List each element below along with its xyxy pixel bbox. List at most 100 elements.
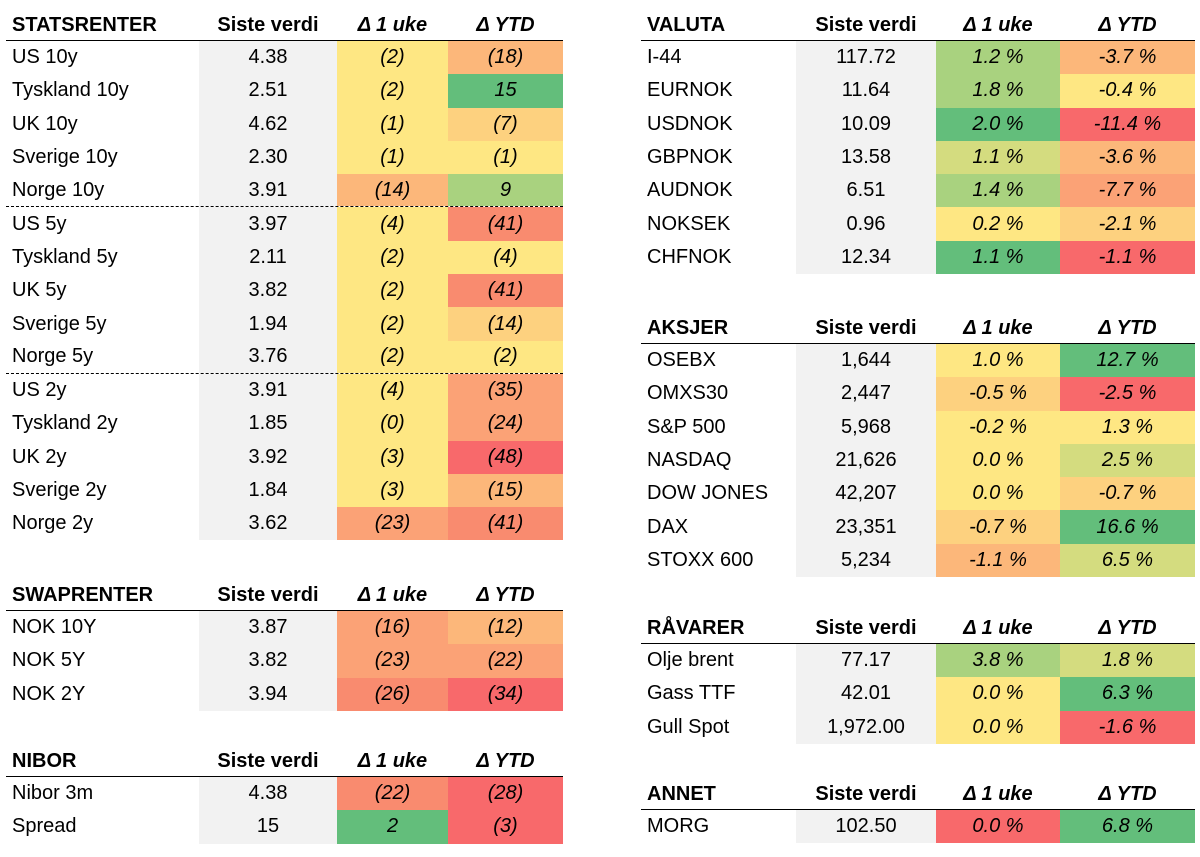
table-header: STATSRENTER Siste verdi Δ 1 uke Δ YTD [6,10,563,41]
row-value: 3.92 [199,440,337,474]
table-row: NOK 2Y 3.94 (26) (34) [6,677,563,711]
table-row: NOK 10Y 3.87 (16) (12) [6,611,563,645]
table-row: US 10y 4.38 (2) (18) [6,41,563,75]
col-header-ytd: Δ YTD [476,583,535,606]
row-value: 5,234 [796,543,936,578]
row-change-week: (26) [337,677,448,711]
table-header: ANNET Siste verdi Δ 1 uke Δ YTD [641,779,1195,810]
row-label: MORG [647,815,710,838]
row-value: 1.94 [199,307,337,341]
row-change-week: (2) [337,41,448,75]
col-header-value: Siste verdi [217,583,319,606]
row-change-ytd: (41) [448,274,563,308]
table-row: Norge 2y 3.62 (23) (41) [6,507,563,541]
row-change-week: 0.0 % [936,710,1060,744]
table-row: Nibor 3m 4.38 (22) (28) [6,777,563,811]
table-row: AUDNOK 6.51 1.4 % -7.7 % [641,174,1195,208]
table-row: UK 2y 3.92 (3) (48) [6,440,563,474]
row-change-week: (4) [337,207,448,241]
row-change-week: (23) [337,644,448,678]
row-label: OSEBX [647,349,716,372]
row-label: US 2y [12,379,67,402]
col-header-ytd: Δ YTD [1098,13,1157,36]
table-title: RÅVARER [647,616,745,639]
row-label: Sverige 10y [12,146,118,169]
row-change-week: (2) [337,340,448,373]
table-swaprenter: SWAPRENTER Siste verdi Δ 1 uke Δ YTD NOK 10Y… [6,580,563,711]
table-header: AKSJER Siste verdi Δ 1 uke Δ YTD [641,313,1195,344]
row-change-ytd: (35) [448,373,563,408]
row-value: 2.11 [199,240,337,275]
row-change-ytd: -0.4 % [1060,74,1195,108]
row-value: 3.97 [199,207,337,241]
table-row: US 5y 3.97 (4) (41) [6,207,563,241]
row-label: NOK 2Y [12,682,86,705]
table-row: OMXS30 2,447 -0.5 % -2.5 % [641,377,1195,411]
row-change-ytd: -2.1 % [1060,207,1195,241]
row-value: 1.84 [199,473,337,508]
row-change-ytd: 16.6 % [1060,510,1195,544]
row-change-ytd: 12.7 % [1060,344,1195,378]
row-label: EURNOK [647,79,733,102]
row-change-ytd: 9 [448,174,563,207]
table-title: ANNET [647,782,716,805]
row-change-week: (3) [337,473,448,508]
row-label: I-44 [647,46,682,69]
row-value: 5,968 [796,410,936,444]
table-statsrenter: STATSRENTER Siste verdi Δ 1 uke Δ YTD US 10y… [6,10,563,541]
table-row: Gull Spot 1,972.00 0.0 % -1.6 % [641,710,1195,744]
table-row: Sverige 5y 1.94 (2) (14) [6,307,563,341]
table-row: STOXX 600 5,234 -1.1 % 6.5 % [641,543,1195,578]
row-change-week: -1.1 % [936,543,1060,578]
row-change-ytd: (22) [448,644,563,678]
col-header-week: Δ 1 uke [357,749,428,772]
row-label: NOK 5Y [12,649,86,672]
table-row: Spread 15 2 (3) [6,810,563,844]
table-row: Tyskland 5y 2.11 (2) (4) [6,240,563,275]
row-change-week: (3) [337,440,448,474]
table-row: USDNOK 10.09 2.0 % -11.4 % [641,107,1195,141]
row-change-week: 2.0 % [936,107,1060,141]
table-row: UK 10y 4.62 (1) (7) [6,107,563,141]
row-value: 6.51 [796,174,936,208]
col-header-ytd: Δ YTD [476,13,535,36]
row-value: 42,207 [796,477,936,511]
row-label: Norge 5y [12,345,94,368]
row-change-ytd: (15) [448,473,563,508]
row-label: GBPNOK [647,146,733,169]
row-change-week: (0) [337,407,448,441]
row-change-ytd: -2.5 % [1060,377,1195,411]
row-change-week: 1.2 % [936,41,1060,75]
row-value: 2.51 [199,74,337,108]
row-change-week: 1.8 % [936,74,1060,108]
row-value: 3.87 [199,611,337,645]
row-value: 4.38 [199,41,337,75]
col-header-ytd: Δ YTD [1098,616,1157,639]
row-value: 12.34 [796,240,936,275]
table-title: NIBOR [12,749,77,772]
row-label: Gull Spot [647,715,730,738]
row-change-ytd: (24) [448,407,563,441]
row-label: AUDNOK [647,179,733,202]
table-row: MORG 102.50 0.0 % 6.8 % [641,810,1195,844]
row-value: 2.30 [199,140,337,175]
table-row: I-44 117.72 1.2 % -3.7 % [641,41,1195,75]
row-change-ytd: -3.7 % [1060,41,1195,75]
row-label: UK 10y [12,112,78,135]
row-value: 2,447 [796,377,936,411]
row-change-week: 0.0 % [936,477,1060,511]
table-header: RÅVARER Siste verdi Δ 1 uke Δ YTD [641,613,1195,644]
table-row: NOKSEK 0.96 0.2 % -2.1 % [641,207,1195,241]
row-label: Norge 2y [12,512,94,535]
row-label: US 10y [12,46,78,69]
row-change-ytd: 1.3 % [1060,410,1195,444]
table-nibor: NIBOR Siste verdi Δ 1 uke Δ YTD Nibor 3m 4.38… [6,746,563,844]
col-header-value: Siste verdi [217,13,319,36]
table-header: SWAPRENTER Siste verdi Δ 1 uke Δ YTD [6,580,563,611]
col-header-value: Siste verdi [815,316,917,339]
table-row: Tyskland 2y 1.85 (0) (24) [6,407,563,441]
row-change-ytd: (18) [448,41,563,75]
row-change-ytd: 15 [448,74,563,108]
table-row: OSEBX 1,644 1.0 % 12.7 % [641,344,1195,378]
row-label: Gass TTF [647,682,736,705]
